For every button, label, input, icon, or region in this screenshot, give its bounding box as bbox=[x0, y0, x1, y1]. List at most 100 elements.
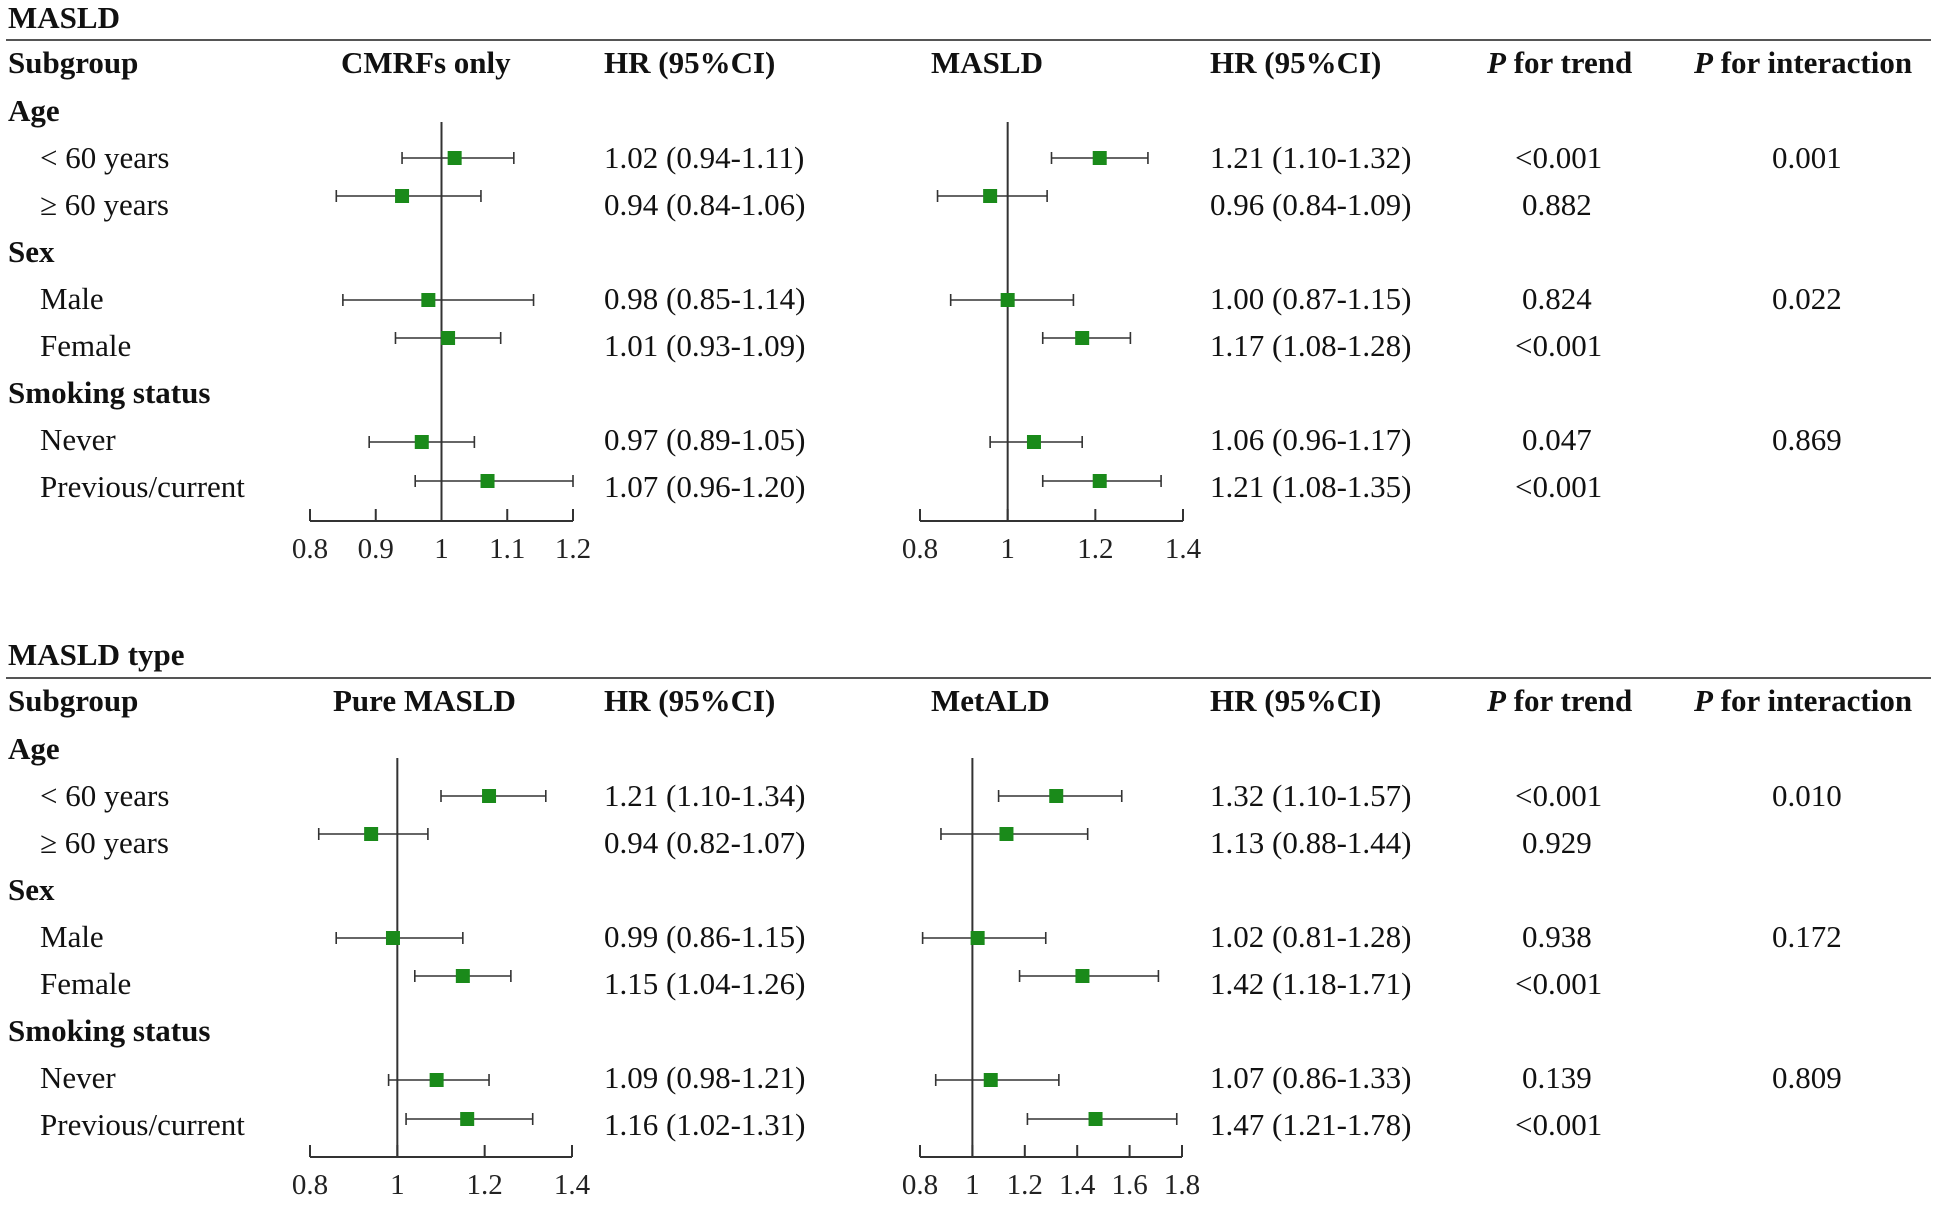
panel-title: MASLD bbox=[8, 0, 120, 35]
hr-value: 1.21 (1.10-1.34) bbox=[604, 778, 806, 813]
row-label: ≥ 60 years bbox=[40, 825, 169, 860]
p-trend-value: <0.001 bbox=[1515, 966, 1603, 1001]
hr-value: 0.94 (0.82-1.07) bbox=[604, 825, 806, 860]
row-label: Male bbox=[40, 281, 104, 316]
col-header-p-interaction: P for interaction bbox=[1694, 45, 1913, 80]
hr-value: 0.97 (0.89-1.05) bbox=[604, 422, 806, 457]
hr-point-marker bbox=[999, 827, 1014, 841]
p-interaction-value: 0.869 bbox=[1772, 422, 1842, 457]
x-tick-label: 1.6 bbox=[1111, 1169, 1147, 1201]
x-tick-label: 0.8 bbox=[902, 533, 938, 565]
hr-point-marker bbox=[1000, 293, 1015, 307]
hr-value: 1.32 (1.10-1.57) bbox=[1210, 778, 1412, 813]
hr-point-marker bbox=[1026, 435, 1041, 449]
x-tick-label: 0.9 bbox=[358, 533, 394, 565]
hr-point-marker bbox=[395, 189, 410, 203]
p-trend-value: 0.047 bbox=[1522, 422, 1592, 457]
hr-point-marker bbox=[1075, 969, 1090, 983]
p-trend-value: <0.001 bbox=[1515, 140, 1603, 175]
p-trend-value: 0.929 bbox=[1522, 825, 1592, 860]
hr-point-marker bbox=[983, 1073, 998, 1087]
divider bbox=[6, 39, 1931, 41]
hr-value: 1.01 (0.93-1.09) bbox=[604, 328, 806, 363]
group-label: Age bbox=[8, 93, 60, 128]
hr-point-marker bbox=[385, 931, 400, 945]
col-header-hr2: HR (95%CI) bbox=[1210, 683, 1382, 718]
hr-point-marker bbox=[421, 293, 436, 307]
hr-value: 1.02 (0.94-1.11) bbox=[604, 140, 805, 175]
hr-point-marker bbox=[1088, 1112, 1103, 1126]
hr-point-marker bbox=[983, 189, 998, 203]
x-tick-label: 1 bbox=[434, 533, 449, 565]
row-label: < 60 years bbox=[40, 778, 170, 813]
x-tick-label: 0.8 bbox=[902, 1169, 938, 1201]
hr-value: 0.99 (0.86-1.15) bbox=[604, 919, 806, 954]
col-header-plot2: MASLD bbox=[931, 45, 1043, 80]
x-tick-label: 1.4 bbox=[554, 1169, 591, 1201]
p-trend-value: <0.001 bbox=[1515, 328, 1603, 363]
col-header-p-trend: P for trend bbox=[1487, 45, 1633, 80]
group-label: Smoking status bbox=[8, 375, 211, 410]
x-tick-label: 1.1 bbox=[489, 533, 525, 565]
hr-point-marker bbox=[480, 474, 495, 488]
row-label: ≥ 60 years bbox=[40, 187, 169, 222]
hr-point-marker bbox=[1049, 789, 1064, 803]
row-label: Female bbox=[40, 966, 132, 1001]
hr-point-marker bbox=[447, 151, 462, 165]
row-label: Male bbox=[40, 919, 104, 954]
hr-point-marker bbox=[482, 789, 497, 803]
col-header-subgroup: Subgroup bbox=[8, 683, 139, 718]
p-interaction-value: 0.022 bbox=[1772, 281, 1842, 316]
x-tick-label: 1 bbox=[965, 1169, 980, 1201]
col-header-subgroup: Subgroup bbox=[8, 45, 139, 80]
col-header-plot1: CMRFs only bbox=[341, 45, 511, 80]
hr-point-marker bbox=[1092, 474, 1107, 488]
hr-value: 1.42 (1.18-1.71) bbox=[1210, 966, 1412, 1001]
p-interaction-value: 0.809 bbox=[1772, 1060, 1842, 1095]
panel-title: MASLD type bbox=[8, 637, 185, 672]
row-label: Female bbox=[40, 328, 132, 363]
group-label: Sex bbox=[8, 234, 55, 269]
p-trend-value: <0.001 bbox=[1515, 778, 1603, 813]
col-header-p-interaction: P for interaction bbox=[1694, 683, 1913, 718]
x-tick-label: 1.4 bbox=[1165, 533, 1202, 565]
hr-value: 1.13 (0.88-1.44) bbox=[1210, 825, 1412, 860]
x-tick-label: 1.2 bbox=[1077, 533, 1113, 565]
hr-point-marker bbox=[364, 827, 379, 841]
col-header-hr1: HR (95%CI) bbox=[604, 683, 776, 718]
p-trend-value: <0.001 bbox=[1515, 469, 1603, 504]
p-trend-value: 0.882 bbox=[1522, 187, 1592, 222]
hr-value: 1.17 (1.08-1.28) bbox=[1210, 328, 1412, 363]
x-tick-label: 1.2 bbox=[467, 1169, 503, 1201]
hr-value: 0.96 (0.84-1.09) bbox=[1210, 187, 1412, 222]
hr-value: 1.02 (0.81-1.28) bbox=[1210, 919, 1412, 954]
p-trend-value: 0.938 bbox=[1522, 919, 1592, 954]
p-trend-value: <0.001 bbox=[1515, 1107, 1603, 1142]
group-label: Smoking status bbox=[8, 1013, 211, 1048]
p-trend-value: 0.139 bbox=[1522, 1060, 1592, 1095]
hr-point-marker bbox=[429, 1073, 444, 1087]
col-header-hr1: HR (95%CI) bbox=[604, 45, 776, 80]
hr-value: 0.98 (0.85-1.14) bbox=[604, 281, 806, 316]
col-header-plot1: Pure MASLD bbox=[333, 683, 516, 718]
p-interaction-value: 0.172 bbox=[1772, 919, 1842, 954]
row-label: Never bbox=[40, 1060, 116, 1095]
x-tick-label: 1.2 bbox=[1007, 1169, 1043, 1201]
col-header-hr2: HR (95%CI) bbox=[1210, 45, 1382, 80]
divider bbox=[6, 677, 1931, 679]
row-label: < 60 years bbox=[40, 140, 170, 175]
hr-value: 1.16 (1.02-1.31) bbox=[604, 1107, 806, 1142]
hr-point-marker bbox=[460, 1112, 475, 1126]
hr-point-marker bbox=[1075, 331, 1090, 345]
hr-value: 1.00 (0.87-1.15) bbox=[1210, 281, 1412, 316]
x-tick-label: 0.8 bbox=[292, 533, 328, 565]
hr-point-marker bbox=[455, 969, 470, 983]
row-label: Never bbox=[40, 422, 116, 457]
x-tick-label: 1 bbox=[1000, 533, 1015, 565]
x-tick-label: 1 bbox=[390, 1169, 405, 1201]
x-tick-label: 1.8 bbox=[1164, 1169, 1200, 1201]
hr-value: 1.07 (0.96-1.20) bbox=[604, 469, 806, 504]
row-label: Previous/current bbox=[40, 469, 245, 504]
hr-value: 1.47 (1.21-1.78) bbox=[1210, 1107, 1412, 1142]
